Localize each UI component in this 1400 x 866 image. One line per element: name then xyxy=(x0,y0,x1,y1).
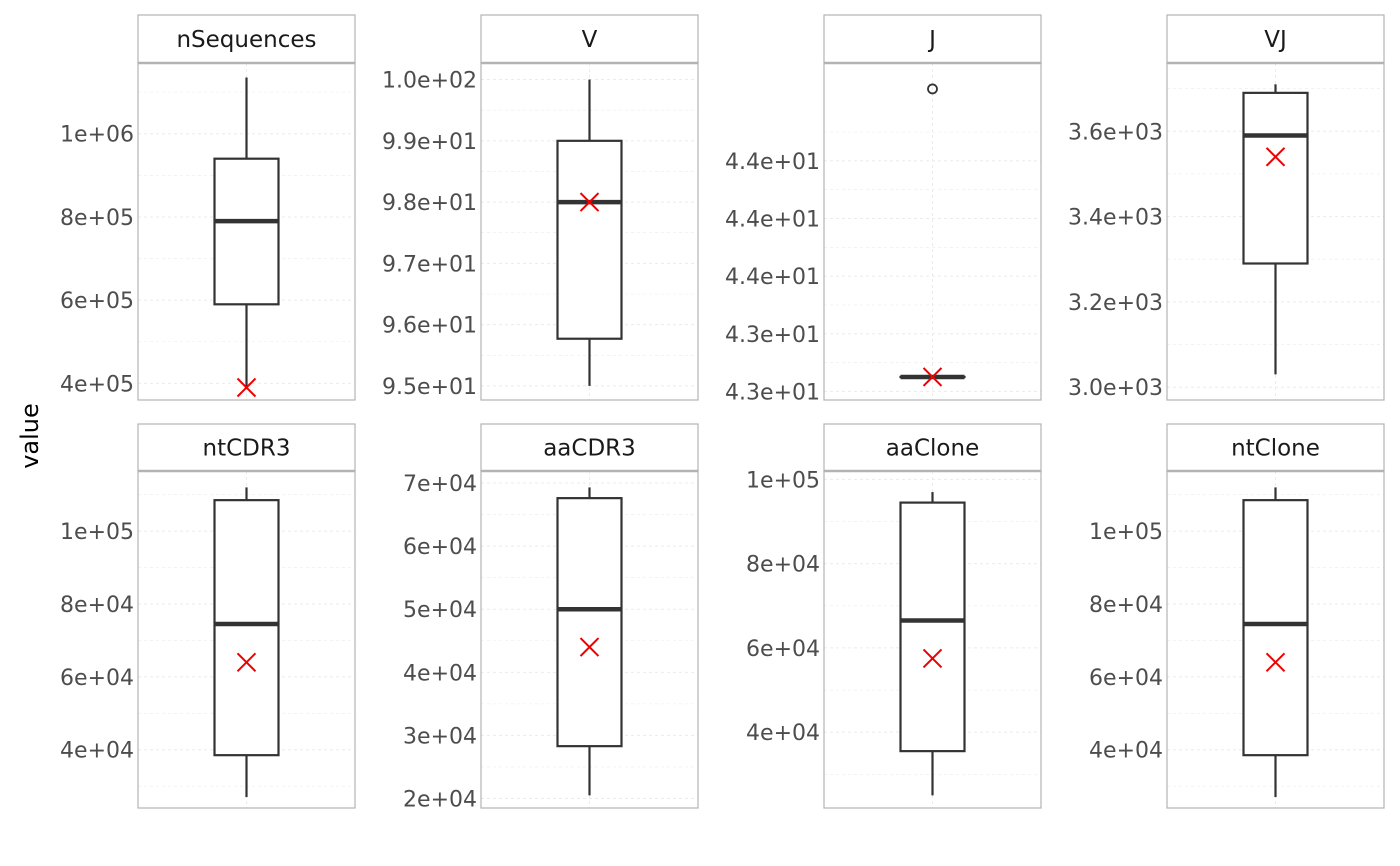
y-tick-label: 7e+04 xyxy=(403,472,477,497)
y-tick-label: 5e+04 xyxy=(403,598,477,623)
y-tick-label: 3.4e+03 xyxy=(1068,206,1163,231)
y-tick-label: 4.3e+01 xyxy=(725,323,820,348)
strip-label: aaCDR3 xyxy=(543,436,636,462)
y-axis-title: value xyxy=(16,403,44,469)
strip-background xyxy=(823,423,1042,472)
mean-marker xyxy=(236,652,257,672)
y-tick-label: 1.0e+02 xyxy=(382,69,477,94)
y-tick-label: 6e+05 xyxy=(60,289,134,314)
facet-v: V 9.5e+01 9.6e+01 9.7e+01 9.8e+01 9.9e+01 1.0e… xyxy=(382,14,699,401)
y-tick-label: 9.9e+01 xyxy=(382,130,477,155)
y-tick-label: 4e+04 xyxy=(746,721,820,746)
mean-marker-stroke xyxy=(579,192,600,212)
strip-background xyxy=(480,14,699,64)
mean-marker xyxy=(922,367,943,387)
box-iqr xyxy=(556,497,623,748)
y-tick-label: 9.8e+01 xyxy=(382,191,477,216)
strip-label: ntClone xyxy=(1231,436,1320,462)
box-iqr xyxy=(213,499,280,757)
strip-background xyxy=(137,423,356,472)
y-tick-label: 3.2e+03 xyxy=(1068,291,1163,316)
y-tick-label: 3.0e+03 xyxy=(1068,376,1163,401)
y-tick-label: 8e+04 xyxy=(746,553,820,578)
strip-label: J xyxy=(927,27,936,53)
y-tick-label: 1e+05 xyxy=(1089,520,1163,545)
y-tick-label: 9.5e+01 xyxy=(382,375,477,400)
strip-label: ntCDR3 xyxy=(203,436,291,462)
y-tick-label: 4e+04 xyxy=(1089,739,1163,764)
box-iqr xyxy=(1242,91,1309,265)
y-tick-label: 6e+04 xyxy=(403,535,477,560)
strip-label: aaClone xyxy=(886,436,979,462)
facet-panels: nSequences 4e+05 6e+05 8e+05 1e+06 V 9.5e+01 9.… xyxy=(60,14,1385,813)
strip-background xyxy=(1166,423,1385,472)
outlier-point xyxy=(927,83,938,95)
y-tick-label: 1e+05 xyxy=(746,468,820,493)
mean-marker xyxy=(1265,652,1286,672)
y-tick-label: 6e+04 xyxy=(1089,666,1163,691)
y-tick-label: 4e+04 xyxy=(60,739,134,764)
strip-label: V xyxy=(582,27,598,53)
box-iqr xyxy=(899,501,966,753)
y-tick-label: 8e+05 xyxy=(60,206,134,231)
y-tick-label: 9.6e+01 xyxy=(382,314,477,339)
y-tick-label: 4e+05 xyxy=(60,372,134,397)
strip-label: VJ xyxy=(1264,27,1287,53)
mean-marker xyxy=(579,637,600,657)
facet-j: J 4.3e+01 4.3e+01 4.4e+01 4.4e+01 4.4e+01 xyxy=(725,14,1042,405)
strip-background xyxy=(823,14,1042,64)
y-tick-label: 4.3e+01 xyxy=(725,380,820,405)
y-tick-label: 9.7e+01 xyxy=(382,252,477,277)
y-tick-label: 6e+04 xyxy=(746,637,820,662)
strip-background xyxy=(480,423,699,472)
mean-marker-stroke xyxy=(579,637,600,657)
facet-vj: VJ 3.0e+03 3.2e+03 3.4e+03 3.6e+03 xyxy=(1068,14,1385,401)
mean-marker xyxy=(922,648,943,669)
box-iqr xyxy=(213,157,280,306)
facet-ntcdr3: ntCDR3 4e+04 6e+04 8e+04 1e+05 xyxy=(60,423,356,809)
mean-marker-stroke xyxy=(236,377,257,398)
y-tick-label: 4.4e+01 xyxy=(725,150,820,175)
y-tick-label: 4e+04 xyxy=(403,661,477,686)
strip-background xyxy=(137,14,356,64)
y-tick-label: 6e+04 xyxy=(60,666,134,691)
mean-marker-stroke xyxy=(1265,147,1286,167)
facet-nsequences: nSequences 4e+05 6e+05 8e+05 1e+06 xyxy=(60,14,356,401)
strip-background xyxy=(1166,14,1385,64)
facet-aaclone: aaClone 4e+04 6e+04 8e+04 1e+05 xyxy=(746,423,1042,809)
mean-marker xyxy=(579,192,600,212)
mean-marker-stroke xyxy=(922,648,943,669)
mean-marker-stroke xyxy=(922,367,943,387)
facet-ntclone: ntClone 4e+04 6e+04 8e+04 1e+05 xyxy=(1089,423,1385,809)
facet-aacdr3: aaCDR3 2e+04 3e+04 4e+04 5e+04 6e+04 7e+04 xyxy=(403,423,699,813)
y-tick-label: 4.4e+01 xyxy=(725,208,820,233)
mean-marker xyxy=(236,377,257,398)
box-iqr xyxy=(1242,499,1309,757)
y-tick-label: 8e+04 xyxy=(60,593,134,618)
mean-marker-stroke xyxy=(1265,652,1286,672)
y-tick-label: 1e+06 xyxy=(60,123,134,148)
y-tick-label: 3e+04 xyxy=(403,724,477,749)
y-tick-label: 3.6e+03 xyxy=(1068,120,1163,145)
y-tick-label: 8e+04 xyxy=(1089,593,1163,618)
strip-label: nSequences xyxy=(176,27,316,53)
box-iqr xyxy=(556,139,623,340)
y-tick-label: 2e+04 xyxy=(403,788,477,813)
y-tick-label: 4.4e+01 xyxy=(725,265,820,290)
mean-marker xyxy=(1265,147,1286,167)
y-tick-label: 1e+05 xyxy=(60,520,134,545)
mean-marker-stroke xyxy=(236,652,257,672)
